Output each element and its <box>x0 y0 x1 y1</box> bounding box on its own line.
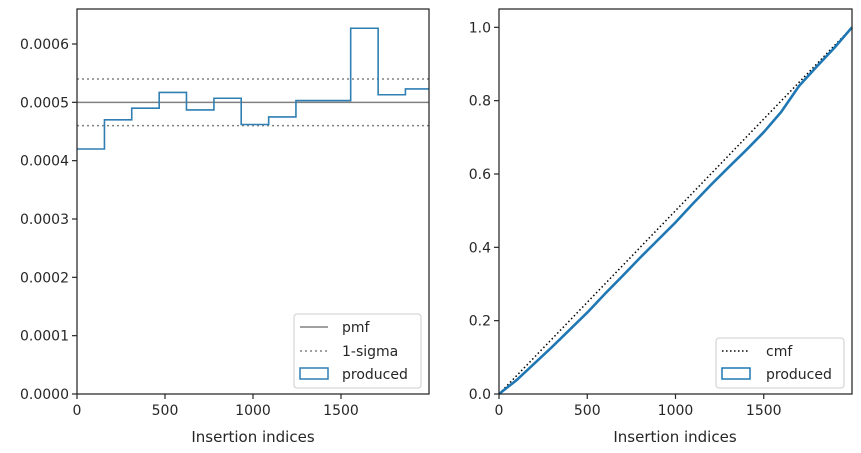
produced-histogram-step <box>77 27 429 150</box>
1-y-tick-label: 0.6 <box>469 167 491 183</box>
1-x-tick-label: 1500 <box>746 403 782 419</box>
legend-sigma-label: 1-sigma <box>342 344 398 360</box>
1-y-tick-label: 0.8 <box>469 94 491 110</box>
histogram-x-ticks: 0 500 1000 1500 <box>73 394 359 419</box>
0-x-tick-label: 0 <box>73 403 82 419</box>
0-y-tick-label: 0.0002 <box>20 270 69 286</box>
0-y-tick-label: 0.0006 <box>20 37 69 53</box>
0-x-tick-label: 1000 <box>235 403 271 419</box>
cmf-chart: 0 500 1000 1500 0.0 0.2 0.4 0.6 0.8 1.0 Insertio… <box>469 8 853 446</box>
cmf-x-label: Insertion indices <box>613 428 736 446</box>
1-x-tick-label: 1000 <box>658 403 694 419</box>
histogram-x-label: Insertion indices <box>191 428 314 446</box>
0-x-tick-label: 1500 <box>323 403 359 419</box>
0-x-tick-label: 500 <box>152 403 179 419</box>
legend-produced-swatch <box>721 367 751 380</box>
histogram-y-ticks: 0.0000 0.0001 0.0002 0.0003 0.0004 0.0005 0.00… <box>20 37 77 403</box>
cmf-legend-box <box>715 337 845 389</box>
1-y-tick-label: 0.4 <box>469 240 491 256</box>
1-y-tick-label: 0.2 <box>469 314 491 330</box>
1-y-tick-label: 1.0 <box>469 20 491 36</box>
cmf-y-ticks: 0.0 0.2 0.4 0.6 0.8 1.0 <box>469 20 499 403</box>
1-y-tick-label: 0.0 <box>469 387 491 403</box>
0-y-tick-label: 0.0003 <box>20 212 69 228</box>
0-y-tick-label: 0.0001 <box>20 329 69 345</box>
legend-pmf-label: pmf <box>342 320 371 336</box>
legend-produced-label: produced <box>342 367 408 383</box>
cmf-x-ticks: 0 500 1000 1500 <box>495 394 782 419</box>
1-x-tick-label: 0 <box>495 403 504 419</box>
0-y-tick-label: 0.0000 <box>20 387 69 403</box>
cmf-legend: cmf produced <box>715 337 845 389</box>
cmf-line <box>498 26 853 395</box>
histogram-legend-box <box>293 313 422 389</box>
histogram-chart: 0 500 1000 1500 0.00000.00010.00020.00030.0… <box>20 8 430 446</box>
produced-cumulative-line <box>498 26 853 396</box>
legend-cmf-label: cmf <box>766 344 793 360</box>
histogram-plot-area <box>77 27 429 150</box>
histogram-legend: pmf 1-sigma produced <box>293 313 422 389</box>
cmf-frame <box>498 8 853 395</box>
cmf-plot-area <box>498 26 853 396</box>
0-y-tick-label: 0.0005 <box>20 95 69 111</box>
0-y-tick-label: 0.0004 <box>20 154 69 170</box>
legend-produced-swatch <box>299 367 329 380</box>
1-x-tick-label: 500 <box>574 403 601 419</box>
legend-produced-label: produced <box>766 367 832 383</box>
